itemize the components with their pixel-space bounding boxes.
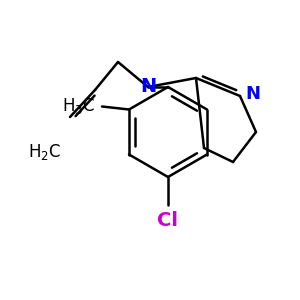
Text: N: N (140, 77, 156, 97)
Text: Cl: Cl (158, 211, 178, 230)
Text: N: N (245, 85, 260, 103)
Text: H$_2$C: H$_2$C (28, 142, 61, 162)
Text: H$_3$C: H$_3$C (62, 97, 95, 116)
